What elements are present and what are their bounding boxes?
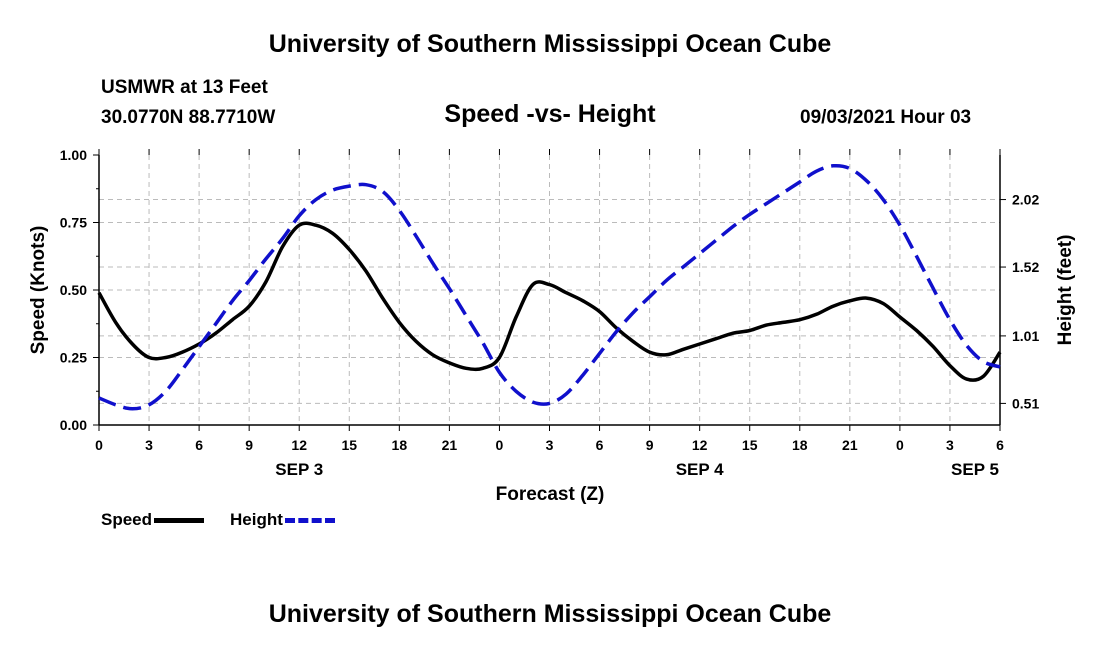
y-tick-label: 0.00: [60, 417, 87, 433]
legend-height: Height: [230, 509, 335, 531]
series-line-speed: [97, 221, 1002, 382]
grid-layer: [99, 155, 1000, 425]
x-tick-label: 21: [442, 437, 458, 453]
y2-tick-label: 1.01: [1012, 328, 1039, 344]
y-tick-label: 0.50: [60, 282, 87, 298]
x-tick-label: 21: [842, 437, 858, 453]
x-tick-label: 12: [692, 437, 708, 453]
x-tick-label: 0: [496, 437, 504, 453]
day-label: SEP 3: [275, 460, 323, 479]
y-axis-label: Speed (Knots): [28, 226, 49, 355]
x-tick-label: 0: [95, 437, 103, 453]
series-line-height: [98, 163, 1001, 411]
legend-height-swatch: [284, 517, 335, 523]
x-tick-label: 18: [792, 437, 808, 453]
series-layer: [97, 163, 1002, 411]
chart-title: Speed -vs- Height: [444, 100, 656, 128]
x-tick-label: 15: [341, 437, 357, 453]
station-label: USMWR at 13 Feet: [101, 77, 268, 98]
day-label: SEP 5: [951, 460, 999, 479]
x-tick-label: 3: [145, 437, 153, 453]
x-tick-label: 18: [392, 437, 408, 453]
legend-speed: Speed: [101, 509, 205, 531]
x-tick-label: 3: [546, 437, 554, 453]
x-tick-label: 6: [195, 437, 203, 453]
y-tick-label: 0.75: [60, 215, 87, 231]
y-tick-label: 0.25: [60, 350, 87, 366]
legend-speed-swatch: [154, 517, 205, 523]
x-tick-label: 6: [596, 437, 604, 453]
y2-axis-label: Height (feet): [1055, 235, 1076, 346]
x-tick-label: 12: [291, 437, 307, 453]
x-tick-label: 9: [646, 437, 654, 453]
legend-speed-label: Speed: [101, 510, 153, 529]
legend-height-label: Height: [230, 510, 283, 529]
y2-tick-label: 0.51: [1012, 395, 1039, 411]
x-tick-label: 9: [245, 437, 253, 453]
x-tick-label: 0: [896, 437, 904, 453]
y-tick-label: 1.00: [60, 147, 87, 163]
forecast-datetime: 09/03/2021 Hour 03: [800, 107, 972, 128]
bottom-title: University of Southern Mississippi Ocean…: [268, 600, 832, 628]
y2-tick-label: 2.02: [1012, 192, 1039, 208]
x-tick-label: 6: [996, 437, 1004, 453]
x-tick-label: 3: [946, 437, 954, 453]
top-title: University of Southern Mississippi Ocean…: [268, 30, 832, 58]
axes-layer: 0 3 6 9 12 15 18 21 0 3 6 9 12 15 18 21 0 3 6 0.00 0.25 0.50 0…: [60, 147, 1040, 479]
day-label: SEP 4: [676, 460, 724, 479]
x-axis-label: Forecast (Z): [496, 484, 605, 505]
station-coordinates: 30.0770N 88.7710W: [101, 107, 276, 128]
x-tick-label: 15: [742, 437, 758, 453]
y2-tick-label: 1.52: [1012, 259, 1039, 275]
